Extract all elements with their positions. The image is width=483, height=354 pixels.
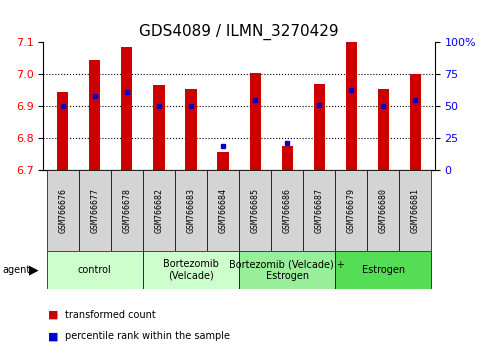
Text: GSM766680: GSM766680 — [379, 188, 388, 233]
Text: ■: ■ — [48, 310, 59, 320]
Bar — [217, 153, 228, 170]
Bar — [410, 74, 421, 170]
Text: GSM766687: GSM766687 — [315, 188, 324, 233]
Bar — [143, 251, 239, 289]
Text: percentile rank within the sample: percentile rank within the sample — [65, 331, 230, 341]
Text: GSM766678: GSM766678 — [122, 188, 131, 233]
Text: GSM766676: GSM766676 — [58, 188, 67, 233]
Text: GSM766679: GSM766679 — [347, 188, 356, 233]
Text: GSM766685: GSM766685 — [251, 188, 260, 233]
Bar — [89, 60, 100, 170]
Text: GSM766677: GSM766677 — [90, 188, 99, 233]
Text: transformed count: transformed count — [65, 310, 156, 320]
Text: Bortezomib (Velcade) +
Estrogen: Bortezomib (Velcade) + Estrogen — [229, 259, 345, 281]
Bar — [346, 42, 357, 170]
Text: GSM766681: GSM766681 — [411, 188, 420, 233]
Text: GSM766683: GSM766683 — [186, 188, 196, 233]
Text: Estrogen: Estrogen — [362, 265, 405, 275]
Bar — [47, 170, 79, 251]
Text: control: control — [78, 265, 112, 275]
Bar — [207, 170, 239, 251]
Bar — [335, 251, 431, 289]
Text: ■: ■ — [48, 331, 59, 341]
Bar — [303, 170, 335, 251]
Bar — [282, 146, 293, 170]
Bar — [185, 89, 197, 170]
Bar — [111, 170, 143, 251]
Bar — [313, 84, 325, 170]
Title: GDS4089 / ILMN_3270429: GDS4089 / ILMN_3270429 — [139, 23, 339, 40]
Text: GSM766682: GSM766682 — [155, 188, 163, 233]
Bar — [378, 89, 389, 170]
Text: Bortezomib
(Velcade): Bortezomib (Velcade) — [163, 259, 219, 281]
Bar — [250, 73, 261, 170]
Bar — [271, 170, 303, 251]
Bar — [121, 47, 132, 170]
Bar — [175, 170, 207, 251]
Bar — [239, 251, 335, 289]
Bar — [47, 251, 143, 289]
Text: GSM766684: GSM766684 — [218, 188, 227, 233]
Bar — [239, 170, 271, 251]
Text: ▶: ▶ — [28, 263, 38, 276]
Bar — [153, 86, 165, 170]
Bar — [143, 170, 175, 251]
Text: agent: agent — [2, 265, 30, 275]
Bar — [399, 170, 431, 251]
Bar — [368, 170, 399, 251]
Bar — [79, 170, 111, 251]
Text: GSM766686: GSM766686 — [283, 188, 292, 233]
Bar — [57, 92, 68, 170]
Bar — [335, 170, 368, 251]
